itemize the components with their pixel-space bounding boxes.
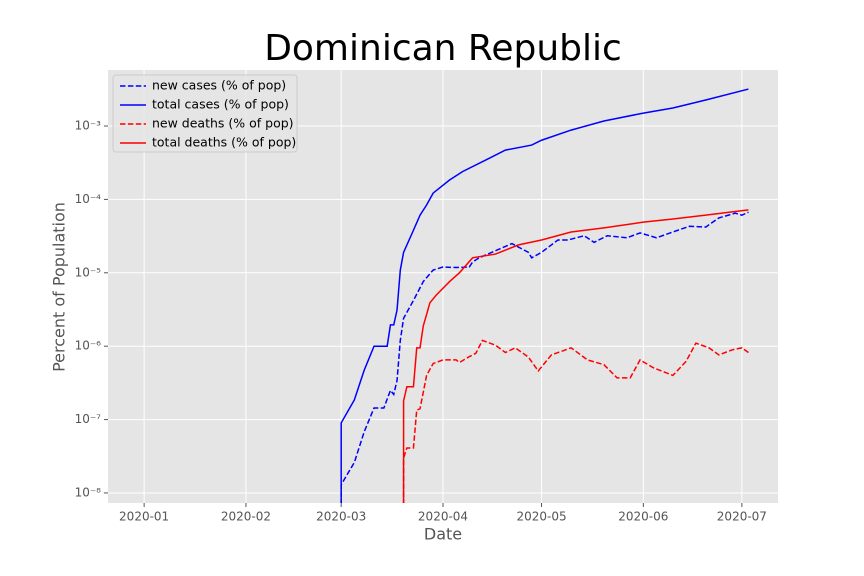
legend-box <box>112 74 298 153</box>
y-axis-label: Percent of Population <box>50 202 69 372</box>
y-tick-label: 10⁻⁷ <box>75 412 102 426</box>
legend-label: total cases (% of pop) <box>152 97 289 112</box>
series-line <box>340 88 749 503</box>
x-tick-label: 2020-06 <box>618 510 668 524</box>
y-tick-label: 10⁻⁵ <box>75 265 102 279</box>
series-line <box>402 209 749 503</box>
x-axis-label: Date <box>424 525 462 544</box>
x-tick-label: 2020-03 <box>316 510 366 524</box>
series-line <box>340 211 749 503</box>
x-tick-label: 2020-01 <box>119 510 169 524</box>
x-tick-label: 2020-07 <box>717 510 767 524</box>
x-tick-label: 2020-02 <box>221 510 271 524</box>
y-tick-label: 10⁻⁴ <box>75 192 102 206</box>
y-tick-label: 10⁻³ <box>75 119 102 133</box>
legend-label: new cases (% of pop) <box>152 78 286 93</box>
chart-title: Dominican Republic <box>264 28 622 69</box>
x-tick-label: 2020-05 <box>516 510 566 524</box>
legend-label: new deaths (% of pop) <box>152 116 294 131</box>
y-tick-label: 10⁻⁸ <box>75 485 102 499</box>
series-line <box>402 339 749 503</box>
y-tick-label: 10⁻⁶ <box>75 339 102 353</box>
legend-label: total deaths (% of pop) <box>152 135 296 150</box>
x-tick-label: 2020-04 <box>418 510 468 524</box>
